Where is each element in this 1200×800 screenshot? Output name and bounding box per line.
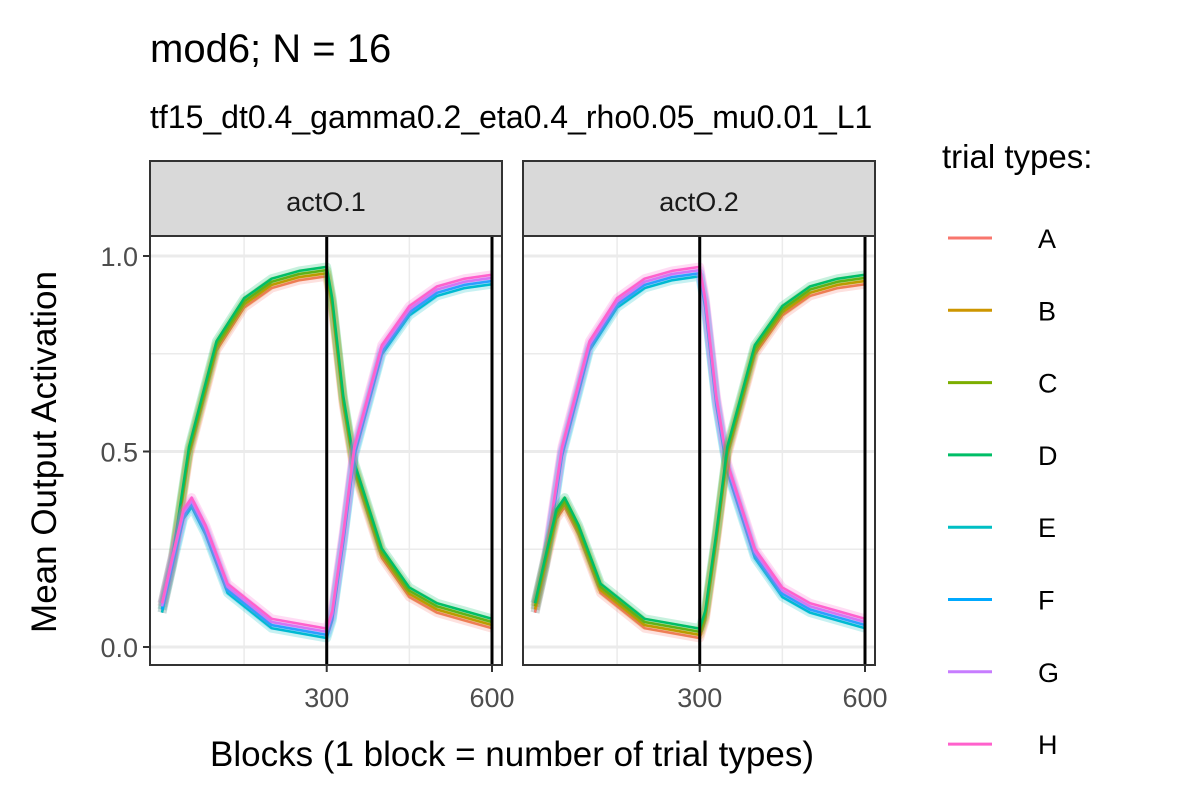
legend-item-H: H (948, 730, 1058, 760)
series-line-D (533, 273, 866, 630)
y-axis-title: Mean Output Activation (25, 271, 64, 633)
legend-item-C: C (948, 369, 1058, 399)
legend-label-E: E (1038, 513, 1056, 543)
legend-item-B: B (948, 296, 1056, 326)
series-line-D (160, 265, 493, 621)
legend-item-A: A (948, 224, 1056, 254)
y-tick-label: 0.0 (100, 633, 138, 663)
facet-strip-label: actO.2 (659, 187, 739, 217)
panel-actO-2: actO.2 300 600 (522, 160, 888, 713)
x-tick-label: 600 (469, 683, 514, 713)
panel-actO-1: actO.1 300 600 (149, 160, 515, 713)
chart-subtitle: tf15_dt0.4_gamma0.2_eta0.4_rho0.05_mu0.0… (150, 99, 872, 135)
x-tick-label: 300 (677, 683, 722, 713)
legend-label-B: B (1038, 296, 1056, 326)
series-line-H (160, 273, 493, 630)
x-tick-label: 600 (842, 683, 887, 713)
legend-item-F: F (948, 586, 1055, 616)
series-line-H (533, 265, 866, 621)
facet-strip (149, 160, 503, 237)
legend-label-F: F (1038, 586, 1055, 616)
facet-strip-label: actO.1 (286, 187, 366, 217)
legend-label-C: C (1038, 369, 1058, 399)
legend-label-D: D (1038, 441, 1058, 471)
legend-label-A: A (1038, 224, 1056, 254)
legend-item-G: G (948, 658, 1059, 688)
legend-item-E: E (948, 513, 1056, 543)
legend-item-D: D (948, 441, 1058, 471)
chart-title: mod6; N = 16 (150, 27, 391, 71)
legend: trial types: A B C D E F G H (942, 138, 1092, 760)
legend-label-H: H (1038, 730, 1058, 760)
x-tick-label: 300 (304, 683, 349, 713)
y-tick-label: 0.5 (100, 438, 138, 468)
y-tick-label: 1.0 (100, 242, 138, 272)
legend-label-G: G (1038, 658, 1059, 688)
facet-panels: actO.1 300 600 actO.2 300 600 0.0 0.5 1.0 (100, 160, 888, 713)
legend-title: trial types: (942, 138, 1092, 175)
x-axis-title: Blocks (1 block = number of trial types) (210, 735, 814, 774)
